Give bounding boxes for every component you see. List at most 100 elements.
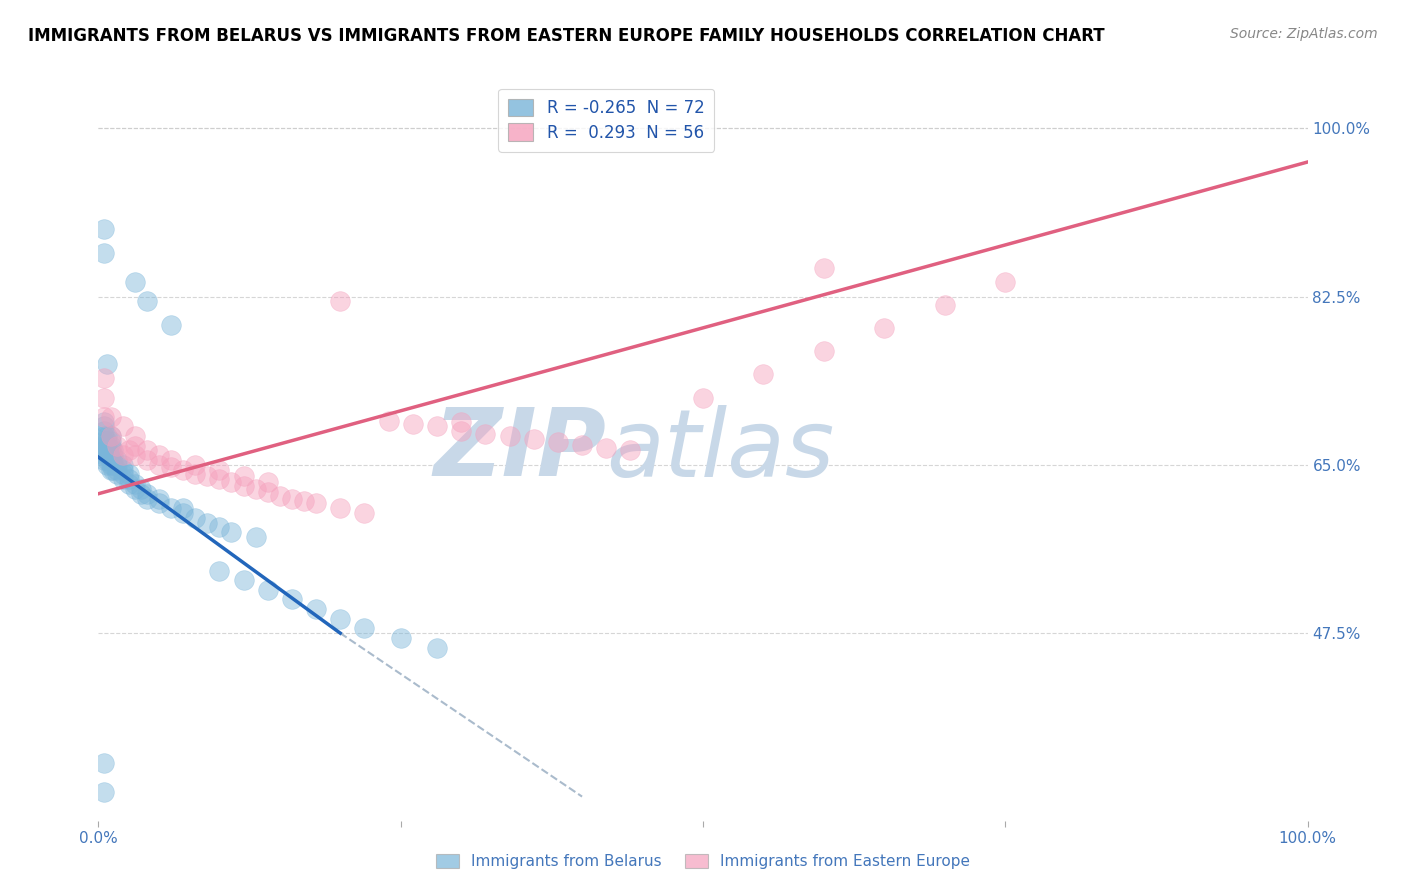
Point xyxy=(135,443,157,458)
Text: IMMIGRANTS FROM BELARUS VS IMMIGRANTS FROM EASTERN EUROPE FAMILY HOUSEHOLDS CORR: IMMIGRANTS FROM BELARUS VS IMMIGRANTS FR… xyxy=(28,27,1105,45)
Text: atlas: atlas xyxy=(606,405,835,496)
Point xyxy=(101,453,124,467)
Point xyxy=(100,429,122,443)
Point xyxy=(353,506,375,520)
Point xyxy=(329,294,352,309)
Point xyxy=(111,463,134,477)
Point xyxy=(172,506,194,520)
Point xyxy=(96,439,118,453)
Point xyxy=(148,458,170,472)
Point xyxy=(692,391,714,405)
Point xyxy=(184,458,207,472)
Point xyxy=(93,424,115,438)
Point xyxy=(148,496,170,510)
Point xyxy=(619,443,641,458)
Point xyxy=(93,391,115,405)
Point xyxy=(118,477,141,491)
Point xyxy=(221,475,243,490)
Point xyxy=(124,482,146,496)
Point xyxy=(100,458,122,472)
Point xyxy=(245,530,267,544)
Point xyxy=(160,453,183,467)
Point xyxy=(96,443,118,458)
Point xyxy=(100,439,122,453)
Point xyxy=(93,443,115,458)
Legend: R = -0.265  N = 72, R =  0.293  N = 56: R = -0.265 N = 72, R = 0.293 N = 56 xyxy=(498,88,714,152)
Point xyxy=(329,501,352,516)
Point xyxy=(813,344,835,359)
Point xyxy=(93,429,115,443)
Point xyxy=(281,491,304,506)
Point xyxy=(93,439,115,453)
Point xyxy=(172,501,194,516)
Point xyxy=(105,463,128,477)
Point xyxy=(305,602,328,616)
Point xyxy=(232,469,254,483)
Point xyxy=(93,222,115,236)
Point xyxy=(111,458,134,472)
Point xyxy=(172,463,194,477)
Point xyxy=(426,419,449,434)
Point xyxy=(195,469,218,483)
Point xyxy=(208,520,231,534)
Point xyxy=(813,260,835,275)
Point xyxy=(135,294,157,309)
Point xyxy=(129,482,152,496)
Point xyxy=(93,453,115,467)
Point xyxy=(96,429,118,443)
Point xyxy=(93,434,115,448)
Point xyxy=(160,501,183,516)
Point xyxy=(160,318,183,333)
Point xyxy=(96,434,118,448)
Point xyxy=(93,448,115,462)
Point xyxy=(118,467,141,482)
Point xyxy=(93,371,115,385)
Point xyxy=(124,429,146,443)
Point xyxy=(100,463,122,477)
Point xyxy=(93,785,115,799)
Point xyxy=(245,482,267,496)
Point xyxy=(208,564,231,578)
Text: Source: ZipAtlas.com: Source: ZipAtlas.com xyxy=(1230,27,1378,41)
Point xyxy=(474,427,496,442)
Point xyxy=(96,448,118,462)
Point xyxy=(571,438,593,452)
Legend: Immigrants from Belarus, Immigrants from Eastern Europe: Immigrants from Belarus, Immigrants from… xyxy=(430,848,976,875)
Point xyxy=(232,479,254,493)
Point xyxy=(595,441,617,455)
Point xyxy=(100,429,122,443)
Point xyxy=(96,458,118,472)
Text: ZIP: ZIP xyxy=(433,404,606,497)
Point xyxy=(101,443,124,458)
Point xyxy=(269,489,291,503)
Point xyxy=(93,409,115,424)
Point xyxy=(101,448,124,462)
Point xyxy=(129,487,152,501)
Point xyxy=(101,458,124,472)
Point xyxy=(93,756,115,770)
Point xyxy=(256,475,278,490)
Point xyxy=(208,472,231,486)
Point xyxy=(450,424,472,438)
Point xyxy=(426,640,449,655)
Point xyxy=(93,419,115,434)
Point xyxy=(93,246,115,260)
Point xyxy=(994,275,1017,289)
Point xyxy=(232,574,254,588)
Point xyxy=(100,453,122,467)
Point xyxy=(208,463,231,477)
Point xyxy=(101,463,124,477)
Point xyxy=(329,612,352,626)
Point xyxy=(934,298,956,312)
Point xyxy=(105,439,128,453)
Point xyxy=(498,429,520,443)
Point xyxy=(105,458,128,472)
Point xyxy=(135,453,157,467)
Point xyxy=(221,525,243,540)
Point xyxy=(96,357,118,371)
Point xyxy=(195,516,218,530)
Point xyxy=(523,432,546,446)
Point xyxy=(111,419,134,434)
Point xyxy=(118,443,141,458)
Point xyxy=(100,443,122,458)
